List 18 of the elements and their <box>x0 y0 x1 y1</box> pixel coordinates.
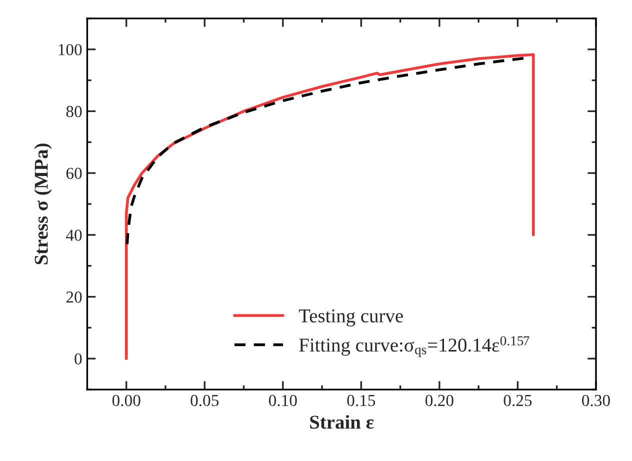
y-tick-label: 40 <box>66 230 82 241</box>
x-tick-label: 0.10 <box>268 394 297 406</box>
legend-label: Fitting curve:σ$_{qs}$=120.14ε$^{0.157}$ <box>299 336 530 358</box>
x-tick-label: 0.30 <box>582 394 610 406</box>
y-tick-label: 80 <box>66 106 82 118</box>
y-tick-label: 100 <box>58 44 82 56</box>
y-tick-label: 60 <box>66 168 82 180</box>
y-axis-title: Stress σ (MPa) <box>34 144 52 264</box>
x-tick-label: 0.05 <box>190 394 219 406</box>
y-tick-label: 20 <box>66 291 82 303</box>
line-series <box>124 53 535 360</box>
x-tick-label: 0.20 <box>425 394 454 406</box>
legend-label: Testing curve <box>298 309 403 326</box>
x-axis-title: Strain ε <box>310 415 374 429</box>
x-tick-label: 0.00 <box>112 394 140 406</box>
x-tick-label: 0.25 <box>504 394 532 406</box>
x-tick-label: 0.15 <box>347 394 376 406</box>
y-tick-label: 0 <box>74 353 82 365</box>
